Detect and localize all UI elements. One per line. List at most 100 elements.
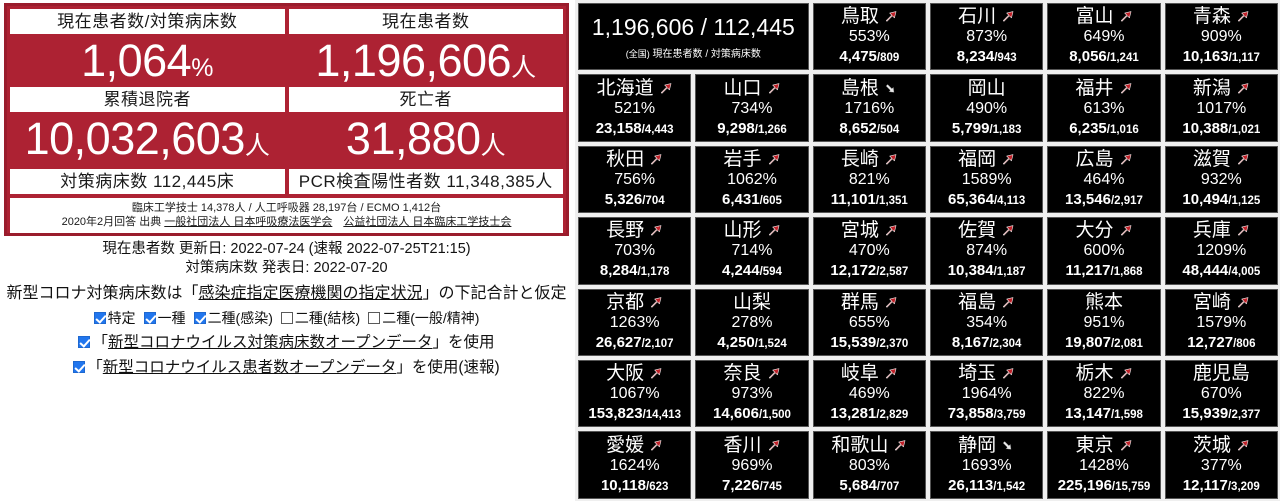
prefecture-patient-count: 73,858 bbox=[947, 405, 994, 423]
prefecture-bed-count: /1,187 bbox=[993, 266, 1026, 279]
prefecture-name-line: 福島 bbox=[958, 293, 1015, 312]
grid-cell-prefecture[interactable]: 石川 873% 8,234/943 bbox=[930, 3, 1044, 71]
grid-cell-prefecture[interactable]: 佐賀 874% 10,384/1,187 bbox=[930, 217, 1044, 285]
data-source-beds-link[interactable]: 新型コロナウイルス対策病床数オープンデータ bbox=[107, 334, 433, 351]
grid-cell-prefecture[interactable]: 富山 649% 8,056/1,241 bbox=[1047, 3, 1161, 71]
summary-value-row-2: 10,032,603人 31,880人 bbox=[10, 112, 563, 165]
checkbox-icon-isshu[interactable] bbox=[143, 312, 156, 324]
grid-cell-prefecture[interactable]: 島根 1716% 8,652/504 bbox=[812, 74, 926, 142]
grid-cell-prefecture[interactable]: 広島 464% 13,546/2,917 bbox=[1047, 145, 1161, 214]
arrow-up-icon bbox=[890, 437, 907, 454]
grid-cell-prefecture[interactable]: 奈良 973% 14,606/1,500 bbox=[695, 359, 809, 428]
prefecture-occupancy-percent: 278% bbox=[731, 313, 773, 331]
data-source-row-patients[interactable]: 「新型コロナウイルス患者数オープンデータ」を使用(速報) bbox=[0, 355, 573, 380]
prefecture-name-line: 栃木 bbox=[1075, 364, 1132, 383]
grid-cell-prefecture[interactable]: 茨城 377% 12,117/3,209 bbox=[1164, 431, 1278, 499]
prefecture-name: 埼玉 bbox=[958, 363, 997, 385]
grid-cell-prefecture[interactable]: 栃木 822% 13,147/1,598 bbox=[1047, 359, 1161, 428]
grid-cell-prefecture[interactable]: 群馬 655% 15,539/2,370 bbox=[812, 288, 926, 356]
grid-cell-prefecture[interactable]: 滋賀 932% 10,494/1,125 bbox=[1164, 145, 1278, 214]
grid-cell-prefecture[interactable]: 山梨 278% 4,250/1,524 bbox=[695, 288, 809, 356]
prefecture-bed-count: /3,759 bbox=[993, 409, 1026, 422]
grid-cell-prefecture[interactable]: 鹿児島 670% 15,939/2,377 bbox=[1164, 359, 1278, 428]
grid-cell-prefecture[interactable]: 長崎 821% 11,101/1,351 bbox=[812, 145, 926, 214]
prefecture-patients-over-beds: 13,546/2,917 bbox=[1065, 191, 1143, 209]
grid-cell-prefecture[interactable]: 福井 613% 6,235/1,016 bbox=[1047, 74, 1161, 142]
grid-cell-prefecture[interactable]: 大阪 1067% 153,823/14,413 bbox=[578, 359, 692, 428]
prefecture-name-line: 新潟 bbox=[1193, 79, 1250, 98]
grid-cell-prefecture[interactable]: 京都 1263% 26,627/2,107 bbox=[578, 288, 692, 356]
grid-cell-prefecture[interactable]: 香川 969% 7,226/745 bbox=[695, 431, 809, 499]
value-current-number: 1,196,606 bbox=[315, 35, 512, 86]
prefecture-patients-over-beds: 12,172/2,587 bbox=[830, 262, 908, 280]
footnote-source-link-b[interactable]: 公益社団法人 日本臨床工学技士会 bbox=[343, 216, 512, 228]
assumption-link[interactable]: 感染症指定医療機関の指定状況 bbox=[198, 285, 423, 302]
checkbox-icon-nishu-kekkaku[interactable] bbox=[280, 312, 293, 324]
checkbox-icon-nishu-kansen[interactable] bbox=[193, 312, 206, 324]
prefecture-name: 長野 bbox=[606, 220, 645, 242]
data-source-row-beds[interactable]: 「新型コロナウイルス対策病床数オープンデータ」を使用 bbox=[0, 330, 573, 355]
prefecture-occupancy-percent: 874% bbox=[966, 242, 1008, 260]
prefecture-bed-count: /1,241 bbox=[1106, 52, 1139, 65]
checkbox-item-nishu-kekkaku[interactable]: 二種(結核) bbox=[280, 310, 360, 326]
prefecture-name: 佐賀 bbox=[958, 220, 997, 242]
prefecture-bed-count: /2,917 bbox=[1110, 194, 1143, 207]
checkbox-item-nishu-ippan[interactable]: 二種(一般/精神) bbox=[368, 310, 479, 326]
grid-cell-prefecture[interactable]: 熊本 951% 19,807/2,081 bbox=[1047, 288, 1161, 356]
grid-cell-prefecture[interactable]: 秋田 756% 5,326/704 bbox=[578, 145, 692, 214]
grid-cell-prefecture[interactable]: 山口 734% 9,298/1,266 bbox=[695, 74, 809, 142]
grid-cell-prefecture[interactable]: 北海道 521% 23,158/4,443 bbox=[578, 74, 692, 142]
prefecture-occupancy-percent: 655% bbox=[848, 313, 890, 331]
prefecture-name-line: 山梨 bbox=[733, 293, 771, 312]
prefecture-name-line: 東京 bbox=[1075, 436, 1132, 455]
grid-cell-prefecture[interactable]: 福岡 1589% 65,364/4,113 bbox=[930, 145, 1044, 214]
grid-cell-prefecture[interactable]: 埼玉 1964% 73,858/3,759 bbox=[930, 359, 1044, 428]
checkbox-item-nishu-kansen[interactable]: 二種(感染) bbox=[193, 310, 273, 326]
checkbox-icon-source-beds[interactable] bbox=[78, 336, 91, 348]
prefecture-name: 広島 bbox=[1075, 148, 1114, 170]
grid-cell-prefecture[interactable]: 岩手 1062% 6,431/605 bbox=[695, 145, 809, 214]
data-source-patients-link[interactable]: 新型コロナウイルス患者数オープンデータ bbox=[102, 359, 397, 376]
prefecture-name: 熊本 bbox=[1084, 291, 1123, 313]
grid-cell-prefecture[interactable]: 福島 354% 8,167/2,304 bbox=[930, 288, 1044, 356]
grid-cell-prefecture[interactable]: 青森 909% 10,163/1,117 bbox=[1164, 3, 1278, 71]
prefecture-name-line: 秋田 bbox=[606, 150, 663, 169]
grid-cell-prefecture[interactable]: 静岡 1693% 26,113/1,542 bbox=[930, 431, 1044, 499]
arrow-up-icon bbox=[1233, 294, 1250, 311]
summary-label-row-2: 累積退院者 死亡者 bbox=[10, 87, 563, 112]
prefecture-name: 福島 bbox=[958, 291, 997, 313]
grid-cell-prefecture[interactable]: 兵庫 1209% 48,444/4,005 bbox=[1164, 217, 1278, 285]
summary-label-row-1: 現在患者数/対策病床数 現在患者数 bbox=[10, 9, 563, 34]
grid-cell-prefecture[interactable]: 大分 600% 11,217/1,868 bbox=[1047, 217, 1161, 285]
grid-cell-prefecture[interactable]: 長野 703% 8,284/1,178 bbox=[578, 217, 692, 285]
arrow-down-icon bbox=[998, 437, 1015, 454]
grid-cell-prefecture[interactable]: 岡山 490% 5,799/1,183 bbox=[930, 74, 1044, 142]
data-source-beds-prefix: 「 bbox=[92, 334, 108, 351]
prefecture-occupancy-percent: 1263% bbox=[609, 313, 660, 331]
footnote-source-link-a[interactable]: 一般社団法人 日本呼吸療法医学会 bbox=[164, 216, 333, 228]
prefecture-bed-count: /1,178 bbox=[637, 266, 670, 279]
grid-cell-prefecture[interactable]: 和歌山 803% 5,684/707 bbox=[812, 431, 926, 499]
grid-cell-prefecture[interactable]: 岐阜 469% 13,281/2,829 bbox=[812, 359, 926, 428]
checkbox-icon-nishu-ippan[interactable] bbox=[368, 312, 381, 324]
checkbox-item-tokutei[interactable]: 特定 bbox=[93, 310, 136, 326]
grid-cell-prefecture[interactable]: 鳥取 553% 4,475/809 bbox=[812, 3, 926, 71]
prefecture-patient-count: 4,244 bbox=[722, 262, 760, 280]
prefecture-patient-count: 15,939 bbox=[1182, 405, 1229, 423]
grid-cell-prefecture[interactable]: 宮崎 1579% 12,727/806 bbox=[1164, 288, 1278, 356]
grid-cell-national-total[interactable]: 1,196,606 / 112,445 (全国) 現在患者数 / 対策病床数 bbox=[578, 3, 809, 71]
checkbox-icon-source-patients[interactable] bbox=[73, 361, 86, 373]
grid-cell-prefecture[interactable]: 山形 714% 4,244/594 bbox=[695, 217, 809, 285]
checkbox-item-isshu[interactable]: 一種 bbox=[143, 310, 186, 326]
checkbox-icon-tokutei[interactable] bbox=[93, 312, 106, 324]
grid-cell-prefecture[interactable]: 新潟 1017% 10,388/1,021 bbox=[1164, 74, 1278, 142]
prefecture-patients-over-beds: 6,431/605 bbox=[722, 191, 782, 209]
prefecture-patient-count: 4,475 bbox=[839, 48, 877, 66]
prefecture-patient-count: 225,196 bbox=[1057, 476, 1112, 494]
grid-cell-prefecture[interactable]: 宮城 470% 12,172/2,587 bbox=[812, 217, 926, 285]
grid-cell-prefecture[interactable]: 東京 1428% 225,196/15,759 bbox=[1047, 431, 1161, 499]
prefecture-bed-count: /1,021 bbox=[1228, 123, 1261, 136]
grid-cell-prefecture[interactable]: 愛媛 1624% 10,118/623 bbox=[578, 431, 692, 499]
prefecture-name-line: 長崎 bbox=[841, 150, 898, 169]
prefecture-patient-count: 19,807 bbox=[1065, 333, 1111, 351]
